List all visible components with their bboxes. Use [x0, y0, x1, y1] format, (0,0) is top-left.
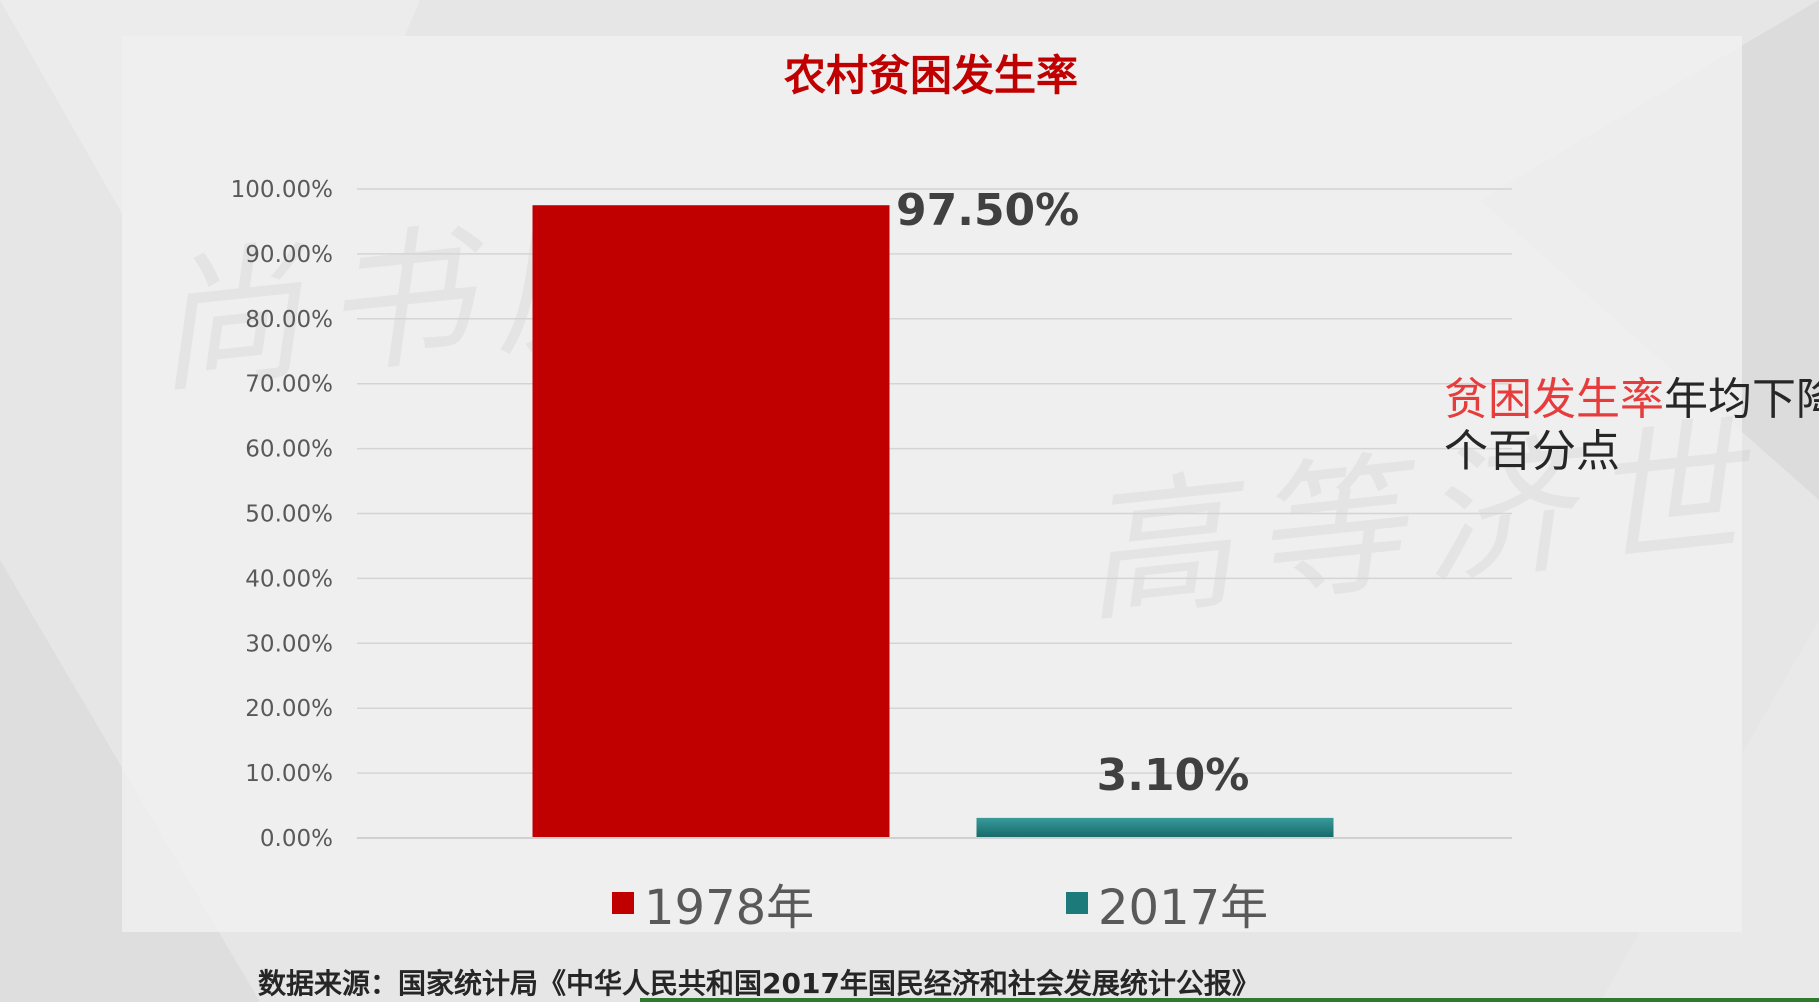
chart-panel: [122, 36, 1742, 932]
annotation-text: 贫困发生率年均下降 个百分点: [1444, 374, 1819, 478]
legend-item-1978: 1978年: [612, 868, 814, 938]
y-tick-label: 20.00%: [245, 696, 333, 722]
legend-label-1978: 1978年: [644, 880, 815, 936]
bottom-accent-line: [640, 998, 1819, 1002]
y-tick-label: 80.00%: [245, 307, 333, 333]
bar-1978年: [532, 205, 890, 839]
legend-item-2017: 2017年: [1066, 868, 1268, 938]
y-tick-label: 30.00%: [245, 631, 333, 657]
y-tick-label: 0.00%: [260, 826, 333, 852]
y-tick-label: 100.00%: [231, 177, 333, 203]
y-tick-label: 90.00%: [245, 242, 333, 268]
data-label-2017: 3.10%: [1097, 750, 1250, 801]
legend-swatch-2017: [1066, 892, 1088, 914]
chart-title: 农村贫困发生率: [783, 51, 1078, 100]
data-source-note: 数据来源：国家统计局《中华人民共和国2017年国民经济和社会发展统计公报》: [258, 967, 1260, 1000]
y-tick-label: 50.00%: [245, 502, 333, 528]
annotation-highlight: 贫困发生率: [1444, 374, 1664, 425]
annotation-line-1: 贫困发生率年均下降: [1444, 374, 1819, 426]
y-tick-label: 40.00%: [245, 566, 333, 592]
annotation-rest: 年均下降: [1664, 374, 1819, 425]
y-tick-label: 10.00%: [245, 761, 333, 787]
data-label-1978: 97.50%: [896, 185, 1079, 236]
y-tick-label: 70.00%: [245, 372, 333, 398]
y-tick-label: 60.00%: [245, 437, 333, 463]
annotation-line-2: 个百分点: [1444, 426, 1620, 477]
legend-label-2017: 2017年: [1098, 880, 1269, 936]
bar-2017年: [976, 817, 1334, 838]
legend-swatch-1978: [612, 892, 634, 914]
